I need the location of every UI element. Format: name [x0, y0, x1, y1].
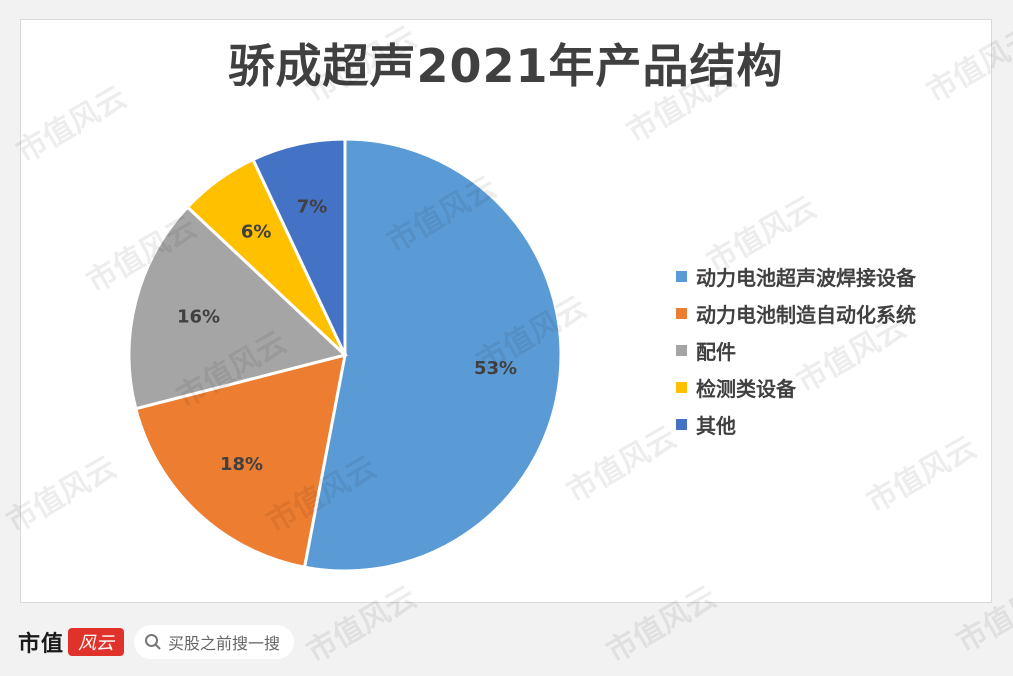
pie-data-label-1: 18% [220, 454, 263, 475]
legend-item-2: 配件 [676, 332, 916, 369]
legend-item-4: 其他 [676, 406, 916, 443]
pie-data-label-3: 6% [241, 222, 272, 243]
pie-data-label-4: 7% [297, 196, 328, 217]
pie-slice-4 [251, 137, 347, 356]
search-placeholder: 买股之前搜一搜 [168, 634, 281, 653]
chart-title: 骄成超声2021年产品结构 [228, 39, 784, 93]
chart-legend: 动力电池超声波焊接设备 动力电池制造自动化系统 配件检测类设备其他 [676, 258, 916, 443]
brand-logo-mark: 风云 [68, 628, 125, 656]
legend-item-3: 检测类设备 [676, 369, 916, 406]
pie-slice-0 [302, 137, 563, 573]
pie-data-label-2: 16% [177, 306, 220, 327]
legend-swatch-3 [676, 382, 687, 393]
legend-label-2: 配件 [696, 340, 736, 364]
legend-label-4: 其他 [696, 414, 736, 438]
pie-chart: 53% 18% 16% 6% 7% [127, 137, 563, 573]
legend-label-1: 动力电池制造自动化系统 [696, 303, 916, 327]
search-box[interactable]: 买股之前搜一搜 [134, 625, 295, 659]
chart-frame: 骄成超声2021年产品结构 53% 18% 16% 6% 7% 动力电池超声波焊接设备动… [20, 19, 992, 603]
legend-swatch-1 [676, 308, 687, 319]
pie-slice-2 [127, 205, 349, 411]
footer-bar: 市值 风云 买股之前搜一搜 [18, 622, 295, 662]
legend-label-0: 动力电池超声波焊接设备 [696, 266, 916, 290]
search-icon [145, 634, 161, 650]
legend-swatch-4 [676, 419, 687, 430]
pie-slice-1 [133, 352, 347, 569]
pie-data-label-0: 53% [474, 358, 517, 379]
legend-swatch-2 [676, 345, 687, 356]
legend-item-1: 动力电池制造自动化系统 [676, 295, 916, 332]
legend-item-0: 动力电池超声波焊接设备 [676, 258, 916, 295]
brand-logo-text: 市值 [18, 632, 65, 657]
legend-swatch-0 [676, 271, 687, 282]
legend-label-3: 检测类设备 [696, 377, 796, 401]
